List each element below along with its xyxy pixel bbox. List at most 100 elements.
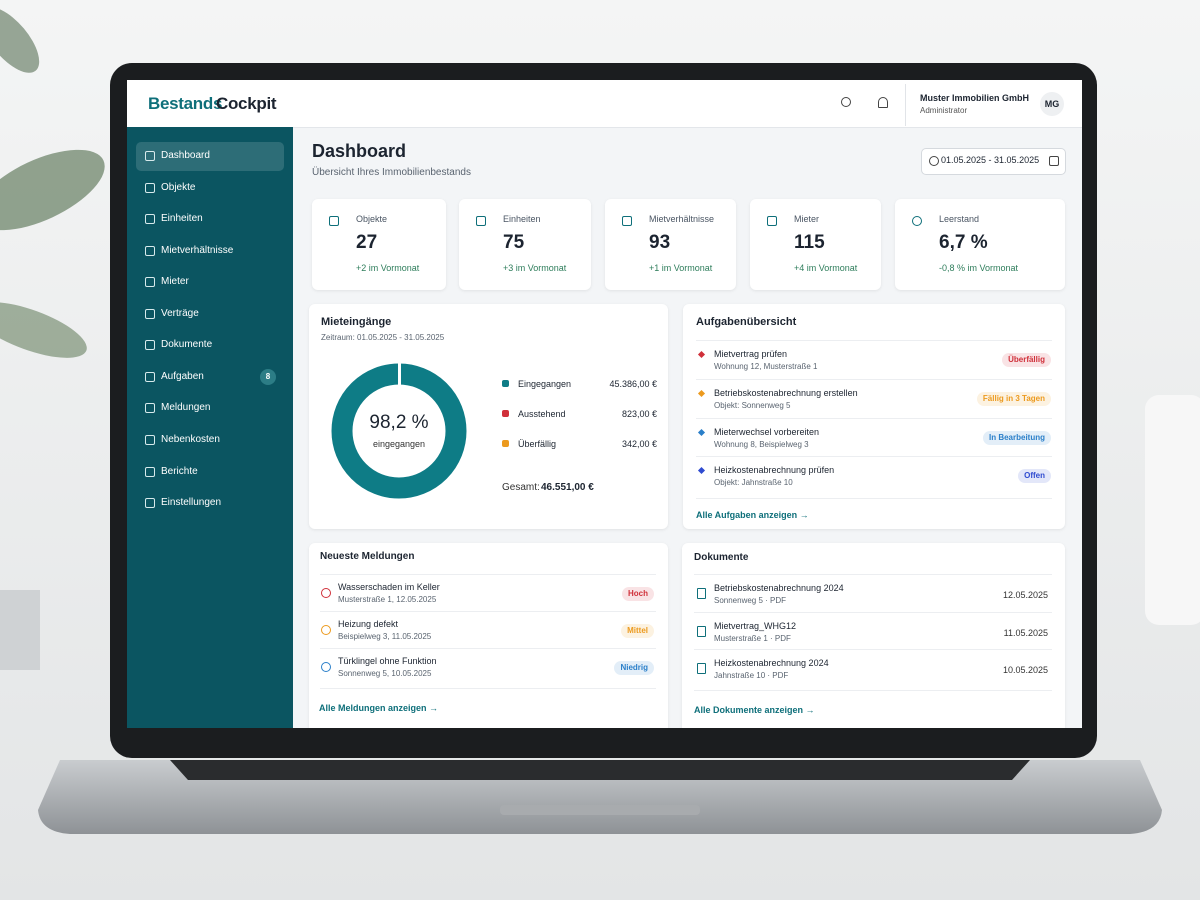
kpi-card	[312, 199, 446, 290]
nav-item[interactable]: Nebenkosten	[161, 434, 220, 445]
donut-label: eingegangen	[372, 438, 426, 449]
nav-item[interactable]: Dokumente	[161, 339, 213, 350]
panel	[682, 543, 1065, 728]
panel	[309, 304, 668, 529]
kpi-card	[459, 199, 591, 290]
avatar[interactable]: MG	[1040, 92, 1064, 116]
row-divider	[696, 456, 1052, 457]
nav-item[interactable]: Mieter	[161, 276, 189, 287]
icon	[1049, 156, 1059, 166]
status-badge: Überfällig	[1002, 353, 1051, 367]
kpi-value: 115	[794, 231, 825, 253]
icon	[145, 498, 155, 508]
search-button[interactable]	[841, 97, 851, 107]
date-picker[interactable]	[921, 148, 1066, 175]
doc-date: 11.05.2025	[1003, 627, 1048, 638]
status-badge: Offen	[1018, 469, 1051, 483]
kpi-delta: +4 im Vormonat	[794, 262, 858, 273]
icon	[145, 372, 155, 382]
report-title[interactable]: Heizung defekt	[338, 618, 399, 629]
nav-item[interactable]: Berichte	[161, 466, 198, 477]
panel-title: Dokumente	[694, 552, 749, 563]
donut-percent: 98,2 %	[369, 411, 429, 433]
icon	[145, 183, 155, 193]
kpi-delta: +3 im Vormonat	[503, 262, 567, 273]
report-title[interactable]: Türklingel ohne Funktion	[338, 655, 437, 666]
icon	[476, 216, 486, 226]
link[interactable]: Alle Dokumente anzeigen →	[694, 704, 815, 715]
doc-title[interactable]: Mietvertrag_WHG12	[714, 620, 797, 631]
logo: Bestands	[148, 93, 223, 113]
task-title[interactable]: Betriebskostenabrechnung erstellen	[714, 387, 858, 398]
row-divider	[320, 611, 656, 612]
report-detail: Musterstraße 1, 12.05.2025	[338, 595, 437, 605]
legend-amount: 823,00 €	[621, 408, 657, 419]
kpi-card	[605, 199, 736, 290]
icon	[767, 216, 777, 226]
icon	[321, 662, 331, 672]
donut-gap	[398, 362, 401, 386]
link[interactable]: Alle Aufgaben anzeigen →	[696, 509, 809, 520]
nav-item[interactable]: Objekte	[161, 182, 196, 193]
doc-detail: Musterstraße 1 · PDF	[714, 634, 791, 644]
icon	[321, 625, 331, 635]
nav-item[interactable]: Verträge	[161, 308, 199, 319]
icon	[622, 216, 632, 226]
doc-date: 10.05.2025	[1002, 664, 1048, 675]
task-detail: Objekt: Sonnenweg 5	[714, 401, 791, 411]
task-detail: Objekt: Jahnstraße 10	[714, 478, 793, 488]
doc-date: 12.05.2025	[1002, 589, 1048, 600]
nav-item[interactable]: Mietverhältnisse	[161, 245, 234, 256]
logo: Cockpit	[216, 93, 277, 113]
total-value: 46.551,00 €	[541, 482, 594, 493]
nav-item[interactable]: Einstellungen	[161, 497, 222, 508]
priority-badge: Hoch	[622, 587, 654, 601]
row-divider	[320, 574, 656, 575]
kpi-delta: -0,8 % im Vormonat	[939, 262, 1019, 273]
kpi-label: Objekte	[356, 213, 388, 224]
icon	[145, 214, 155, 224]
file-icon	[697, 663, 706, 674]
date-range: 01.05.2025 - 31.05.2025	[941, 154, 1040, 165]
report-detail: Beispielweg 3, 11.05.2025	[338, 632, 432, 642]
row-divider	[696, 379, 1052, 380]
nav-badge: 8	[260, 369, 276, 385]
kpi-card	[750, 199, 881, 290]
icon	[145, 435, 155, 445]
notification-button[interactable]	[878, 97, 888, 108]
user-role: Administrator	[920, 106, 968, 116]
nav-item[interactable]: Meldungen	[161, 402, 211, 413]
icon	[145, 151, 155, 161]
icon	[145, 277, 155, 287]
task-title[interactable]: Mieterwechsel vorbereiten	[714, 426, 820, 437]
icon	[321, 588, 331, 598]
report-title[interactable]: Wasserschaden im Keller	[338, 581, 440, 592]
sidebar	[127, 127, 293, 728]
kpi-value: 27	[356, 231, 378, 253]
row-divider	[696, 340, 1052, 341]
divider	[905, 84, 906, 126]
row-divider	[320, 648, 656, 649]
link[interactable]: Alle Meldungen anzeigen →	[319, 702, 439, 713]
nav-item[interactable]: Einheiten	[161, 213, 203, 224]
priority-badge: Mittel	[621, 624, 654, 638]
row-divider	[694, 612, 1052, 613]
doc-detail: Jahnstraße 10 · PDF	[714, 671, 789, 681]
icon	[929, 156, 939, 166]
doc-title[interactable]: Heizkostenabrechnung 2024	[714, 657, 829, 668]
row-divider	[696, 418, 1052, 419]
doc-title[interactable]: Betriebskostenabrechnung 2024	[714, 582, 844, 593]
kpi-value: 6,7 %	[939, 231, 988, 253]
nav-item[interactable]: Dashboard	[161, 150, 210, 161]
row-divider	[694, 649, 1052, 650]
legend-label: Eingegangen	[518, 378, 572, 389]
row-divider	[694, 574, 1052, 575]
task-title[interactable]: Mietvertrag prüfen	[714, 348, 788, 359]
task-title[interactable]: Heizkostenabrechnung prüfen	[714, 464, 835, 475]
nav-item[interactable]: Aufgaben	[161, 371, 204, 382]
icon	[145, 467, 155, 477]
kpi-label: Mieter	[794, 213, 820, 224]
row-divider	[694, 690, 1052, 691]
